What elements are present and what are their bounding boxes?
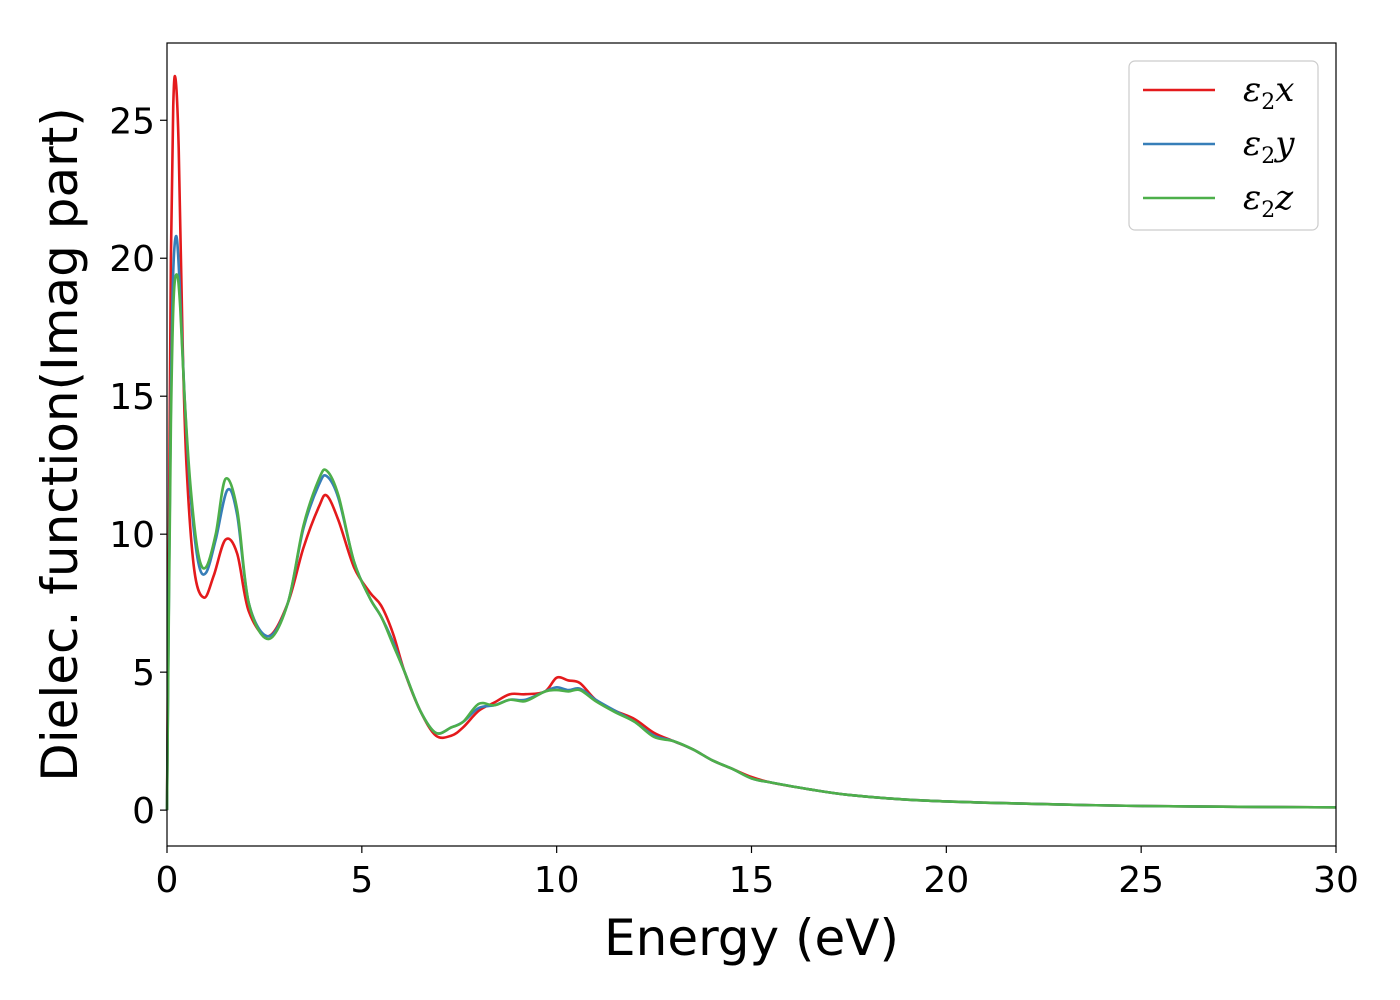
series-layer (165, 74, 1337, 811)
y-axis-ticks: 0 5 10 15 20 25 (109, 101, 167, 832)
x-tick-label: 5 (350, 860, 373, 901)
legend-label-eps2y: ε2y (1243, 124, 1295, 169)
legend-label-eps2x: ε2x (1243, 70, 1294, 115)
x-tick-label: 0 (156, 860, 179, 901)
y-tick-label: 20 (109, 239, 155, 280)
x-axis-ticks: 0 5 10 15 20 25 30 (156, 846, 1359, 901)
x-tick-label: 30 (1313, 860, 1359, 901)
y-axis-label: Dielec. function(Imag part) (31, 107, 89, 782)
legend: ε2x ε2y ε2z (1128, 60, 1319, 231)
y-tick-label: 25 (109, 101, 155, 142)
x-axis-label: Energy (eV) (604, 909, 899, 967)
y-tick-label: 5 (132, 653, 155, 694)
series-line-eps2z (165, 273, 1337, 811)
y-tick-label: 10 (109, 515, 155, 556)
y-tick-label: 0 (132, 791, 155, 832)
x-tick-label: 10 (534, 860, 580, 901)
x-tick-label: 15 (729, 860, 775, 901)
legend-label-eps2z: ε2z (1243, 178, 1294, 223)
y-tick-label: 15 (109, 377, 155, 418)
x-tick-label: 20 (923, 860, 969, 901)
legend-box (1128, 60, 1319, 231)
x-tick-label: 25 (1118, 860, 1164, 901)
